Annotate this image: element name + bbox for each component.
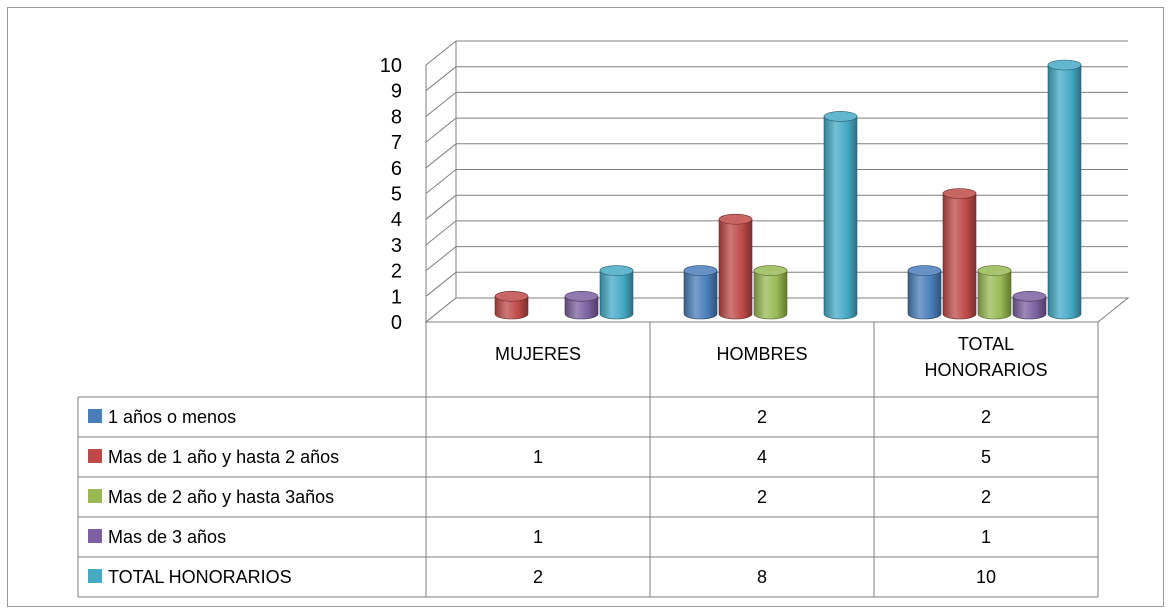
category-label: HONORARIOS — [924, 360, 1047, 380]
legend-key-2 — [88, 489, 102, 503]
table-cell: 2 — [981, 487, 991, 507]
gridline-depth — [425, 246, 457, 271]
table-cell: 2 — [757, 487, 767, 507]
legend-key-3 — [88, 529, 102, 543]
chart-svg: 0 1 2 3 4 5 6 7 8 9 10 MUJERES HOMBRES TOTAL HONORARIO… — [77, 40, 1130, 598]
category-label: MUJERES — [495, 344, 581, 364]
series-name-2: Mas de 2 año y hasta 3años — [108, 487, 334, 507]
bar-2-3 — [1012, 296, 1047, 320]
bar-top-0-1 — [494, 290, 529, 302]
bar-0-3 — [564, 296, 599, 320]
table-cell: 1 — [981, 527, 991, 547]
series-name-3: Mas de 3 años — [108, 527, 226, 547]
y-tick-label: 6 — [391, 158, 402, 180]
y-tick-label: 10 — [380, 55, 402, 77]
table-cell: 5 — [981, 447, 991, 467]
bar-top-1-0 — [683, 265, 718, 276]
gridline-depth — [425, 271, 457, 297]
bar-0-1 — [494, 296, 529, 320]
legend-key-0 — [88, 409, 102, 423]
y-tick-label: 3 — [391, 235, 402, 257]
category-label: HOMBRES — [716, 344, 807, 364]
bar-1-0 — [683, 270, 718, 320]
gridline-depth — [425, 66, 457, 92]
bar-2-4 — [1047, 64, 1082, 320]
bar-top-2-4 — [1047, 59, 1082, 71]
series-name-4: TOTAL HONORARIOS — [108, 567, 292, 587]
table-cell: 1 — [533, 527, 543, 547]
bar-2-1 — [942, 193, 977, 320]
bar-2-0 — [907, 270, 942, 320]
gridline-depth — [425, 117, 457, 143]
y-tick-label: 0 — [391, 312, 402, 334]
bar-1-2 — [753, 270, 788, 320]
y-tick-label: 9 — [391, 81, 402, 103]
bar-1-4 — [823, 116, 858, 320]
y-tick-label: 4 — [391, 209, 402, 231]
bar-top-1-1 — [718, 213, 753, 225]
series-name-0: 1 años o menos — [108, 407, 236, 427]
gridline-depth — [425, 40, 457, 66]
bar-top-0-3 — [564, 290, 599, 302]
legend-key-4 — [88, 569, 102, 583]
gridline-depth — [425, 169, 457, 194]
y-tick-label: 5 — [391, 184, 402, 206]
table-cell: 10 — [976, 567, 996, 587]
bar-top-2-3 — [1012, 290, 1047, 302]
bar-top-1-4 — [823, 111, 858, 122]
gridline-depth — [425, 143, 457, 169]
y-tick-label: 8 — [391, 106, 402, 128]
bar-top-2-2 — [977, 265, 1012, 276]
y-tick-label: 1 — [391, 286, 402, 308]
chart-frame: 0 1 2 3 4 5 6 7 8 9 10 MUJERES HOMBRES TOTAL HONORARIO… — [7, 7, 1164, 607]
table-cell: 2 — [757, 407, 767, 427]
category-label: TOTAL — [958, 334, 1014, 354]
gridline-depth — [425, 220, 457, 246]
y-tick-label: 7 — [391, 132, 402, 154]
table-cell: 8 — [757, 567, 767, 587]
bar-1-1 — [718, 218, 753, 320]
bar-top-2-0 — [907, 265, 942, 276]
table-cell: 2 — [981, 407, 991, 427]
table-cell: 1 — [533, 447, 543, 467]
legend-key-1 — [88, 449, 102, 463]
bar-top-2-1 — [942, 188, 977, 199]
table-cell: 2 — [533, 567, 543, 587]
bar-2-2 — [977, 270, 1012, 320]
series-name-1: Mas de 1 año y hasta 2 años — [108, 447, 339, 467]
gridline-depth — [425, 194, 457, 220]
gridline-depth — [425, 92, 457, 117]
bar-top-0-4 — [599, 265, 634, 276]
table-cell: 4 — [757, 447, 767, 467]
bar-top-1-2 — [753, 265, 788, 276]
bar-0-4 — [599, 270, 634, 320]
y-tick-label: 2 — [391, 261, 402, 283]
